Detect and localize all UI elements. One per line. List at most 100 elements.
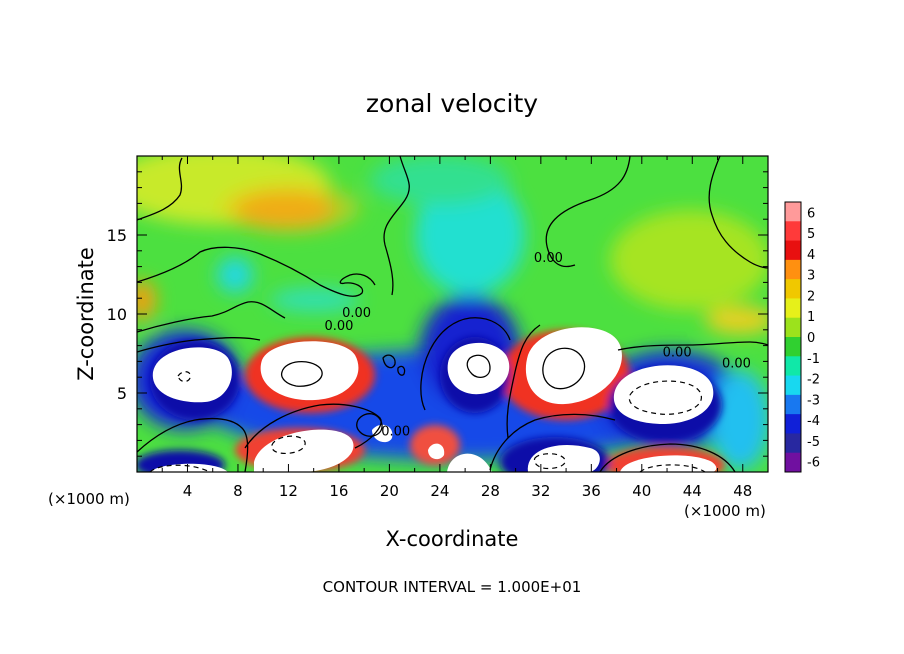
colorbar-tick-label: -4 xyxy=(807,414,820,429)
region-center-cyan xyxy=(415,175,525,295)
colorbar-tick-label: 6 xyxy=(807,206,815,221)
x-tick-label: 36 xyxy=(582,482,601,500)
x-tick-label: 4 xyxy=(183,482,193,500)
colorbar-swatch xyxy=(785,375,801,396)
colorbar-tick-label: -5 xyxy=(807,435,820,450)
contour-ten-a xyxy=(280,361,323,387)
colorbar-swatch xyxy=(785,356,801,377)
contour-lines xyxy=(137,156,768,472)
colorbar: 6 5 4 3 2 1 0 -1 -2 -3 -4 -5 -6 xyxy=(784,201,820,473)
colorbar-tick-label: 0 xyxy=(807,331,815,346)
core-white-12 xyxy=(428,443,445,460)
colorbar-swatch xyxy=(785,240,801,261)
region-right-yellow xyxy=(705,306,768,334)
core-white-6 xyxy=(254,429,354,472)
region-left-orange xyxy=(137,280,156,320)
y-tick-label: 5 xyxy=(117,384,127,403)
y-axis-label: Z-coordinate xyxy=(74,247,98,381)
colorbar-swatch xyxy=(785,337,801,357)
colorbar-swatch xyxy=(785,452,801,473)
heatmap-field xyxy=(137,156,768,472)
core-white-2 xyxy=(260,341,359,401)
contour-zero-vert xyxy=(506,324,541,439)
core-white-10 xyxy=(447,453,492,472)
contour-negative-a xyxy=(628,380,702,415)
contour-zero-wave-b xyxy=(137,417,249,472)
contour-zero-center-loop xyxy=(420,317,511,411)
contour-zero-upper-right xyxy=(545,156,631,268)
region-center-teal xyxy=(370,156,510,205)
colorbar-swatch xyxy=(785,202,801,222)
x-tick-label: 44 xyxy=(683,482,702,500)
contour-negative-d xyxy=(177,371,191,383)
contour-zero-upper-left xyxy=(137,157,183,221)
x-axis-label: X-coordinate xyxy=(386,527,519,551)
contour-zero-wave-c xyxy=(244,403,382,449)
colorbar-tick-label: 5 xyxy=(807,227,815,242)
colorbar-swatch xyxy=(785,221,801,242)
y-axis-ticks: 5 10 15 xyxy=(107,171,768,457)
chart-title: zonal velocity xyxy=(366,89,538,118)
x-tick-label: 20 xyxy=(380,482,399,500)
contour-zero-right-edge xyxy=(708,156,768,269)
contour-zero-small-loop xyxy=(382,354,396,369)
contour-zero-lower-left xyxy=(137,301,286,333)
colorbar-swatch xyxy=(785,259,801,280)
contour-negative-f xyxy=(639,464,706,472)
contour-label: 0.00 xyxy=(534,251,563,266)
colorbar-tick-label: -6 xyxy=(807,456,820,471)
contour-negative-e xyxy=(149,464,211,472)
colorbar-tick-label: 2 xyxy=(807,289,815,304)
contour-zero-mid-band xyxy=(137,246,376,297)
x-tick-label: 24 xyxy=(430,482,449,500)
contour-dashed-lines xyxy=(149,371,706,472)
contour-zero-low-right xyxy=(599,443,736,472)
contour-zero-small-loop-b xyxy=(397,365,406,376)
contour-zero-upper-mid xyxy=(383,156,410,296)
y-tick-label: 10 xyxy=(107,305,127,324)
contour-zero-right-mid xyxy=(617,341,768,351)
region-upper-yellow xyxy=(220,183,360,233)
colorbar-tick-label: 4 xyxy=(807,248,815,263)
contour-interval-footer: CONTOUR INTERVAL = 1.000E+01 xyxy=(323,578,582,596)
colorbar-swatch xyxy=(785,433,801,454)
contour-label: 0.00 xyxy=(324,319,353,334)
contour-ten-c xyxy=(466,354,491,379)
x-axis-unit-left: (×1000 m) xyxy=(48,490,130,508)
colorbar-tick-label: -3 xyxy=(807,393,820,408)
colorbar-tick-label: 1 xyxy=(807,310,815,325)
colorbar-tick-label: 3 xyxy=(807,269,815,284)
region-right-cyan xyxy=(710,370,768,470)
region-upper-left-cyan xyxy=(217,257,253,293)
contour-labels: 0.000.000.000.000.000.00 xyxy=(324,251,750,440)
colorbar-swatch xyxy=(785,279,801,299)
colorbar-tick-label: -1 xyxy=(807,352,820,367)
x-tick-label: 8 xyxy=(233,482,243,500)
contour-label: 0.00 xyxy=(381,425,410,440)
contour-zero-right-band xyxy=(489,413,616,471)
x-tick-label: 12 xyxy=(279,482,298,500)
contour-label: 0.00 xyxy=(722,357,751,372)
contour-negative-c xyxy=(533,453,566,470)
colorbar-tick-label: -2 xyxy=(807,373,820,388)
region-mid-cyan xyxy=(270,288,360,312)
x-axis-unit-right: (×1000 m) xyxy=(684,502,766,520)
colorbar-frame xyxy=(784,201,802,473)
contour-zero-loop-e xyxy=(356,413,383,437)
contour-label: 0.00 xyxy=(663,346,692,361)
x-tick-label: 16 xyxy=(329,482,348,500)
contour-negative-b xyxy=(271,435,306,455)
colorbar-swatch xyxy=(785,414,801,434)
core-white-11 xyxy=(372,424,393,443)
x-tick-label: 40 xyxy=(632,482,651,500)
colorbar-swatch xyxy=(785,317,801,338)
core-white-1 xyxy=(152,347,232,403)
y-tick-label: 15 xyxy=(107,226,127,245)
region-right-yellowgreen xyxy=(610,210,768,310)
core-white-5 xyxy=(613,365,714,425)
colorbar-swatch xyxy=(785,298,801,319)
x-tick-label: 48 xyxy=(733,482,752,500)
x-tick-label: 32 xyxy=(531,482,550,500)
x-tick-label: 28 xyxy=(481,482,500,500)
